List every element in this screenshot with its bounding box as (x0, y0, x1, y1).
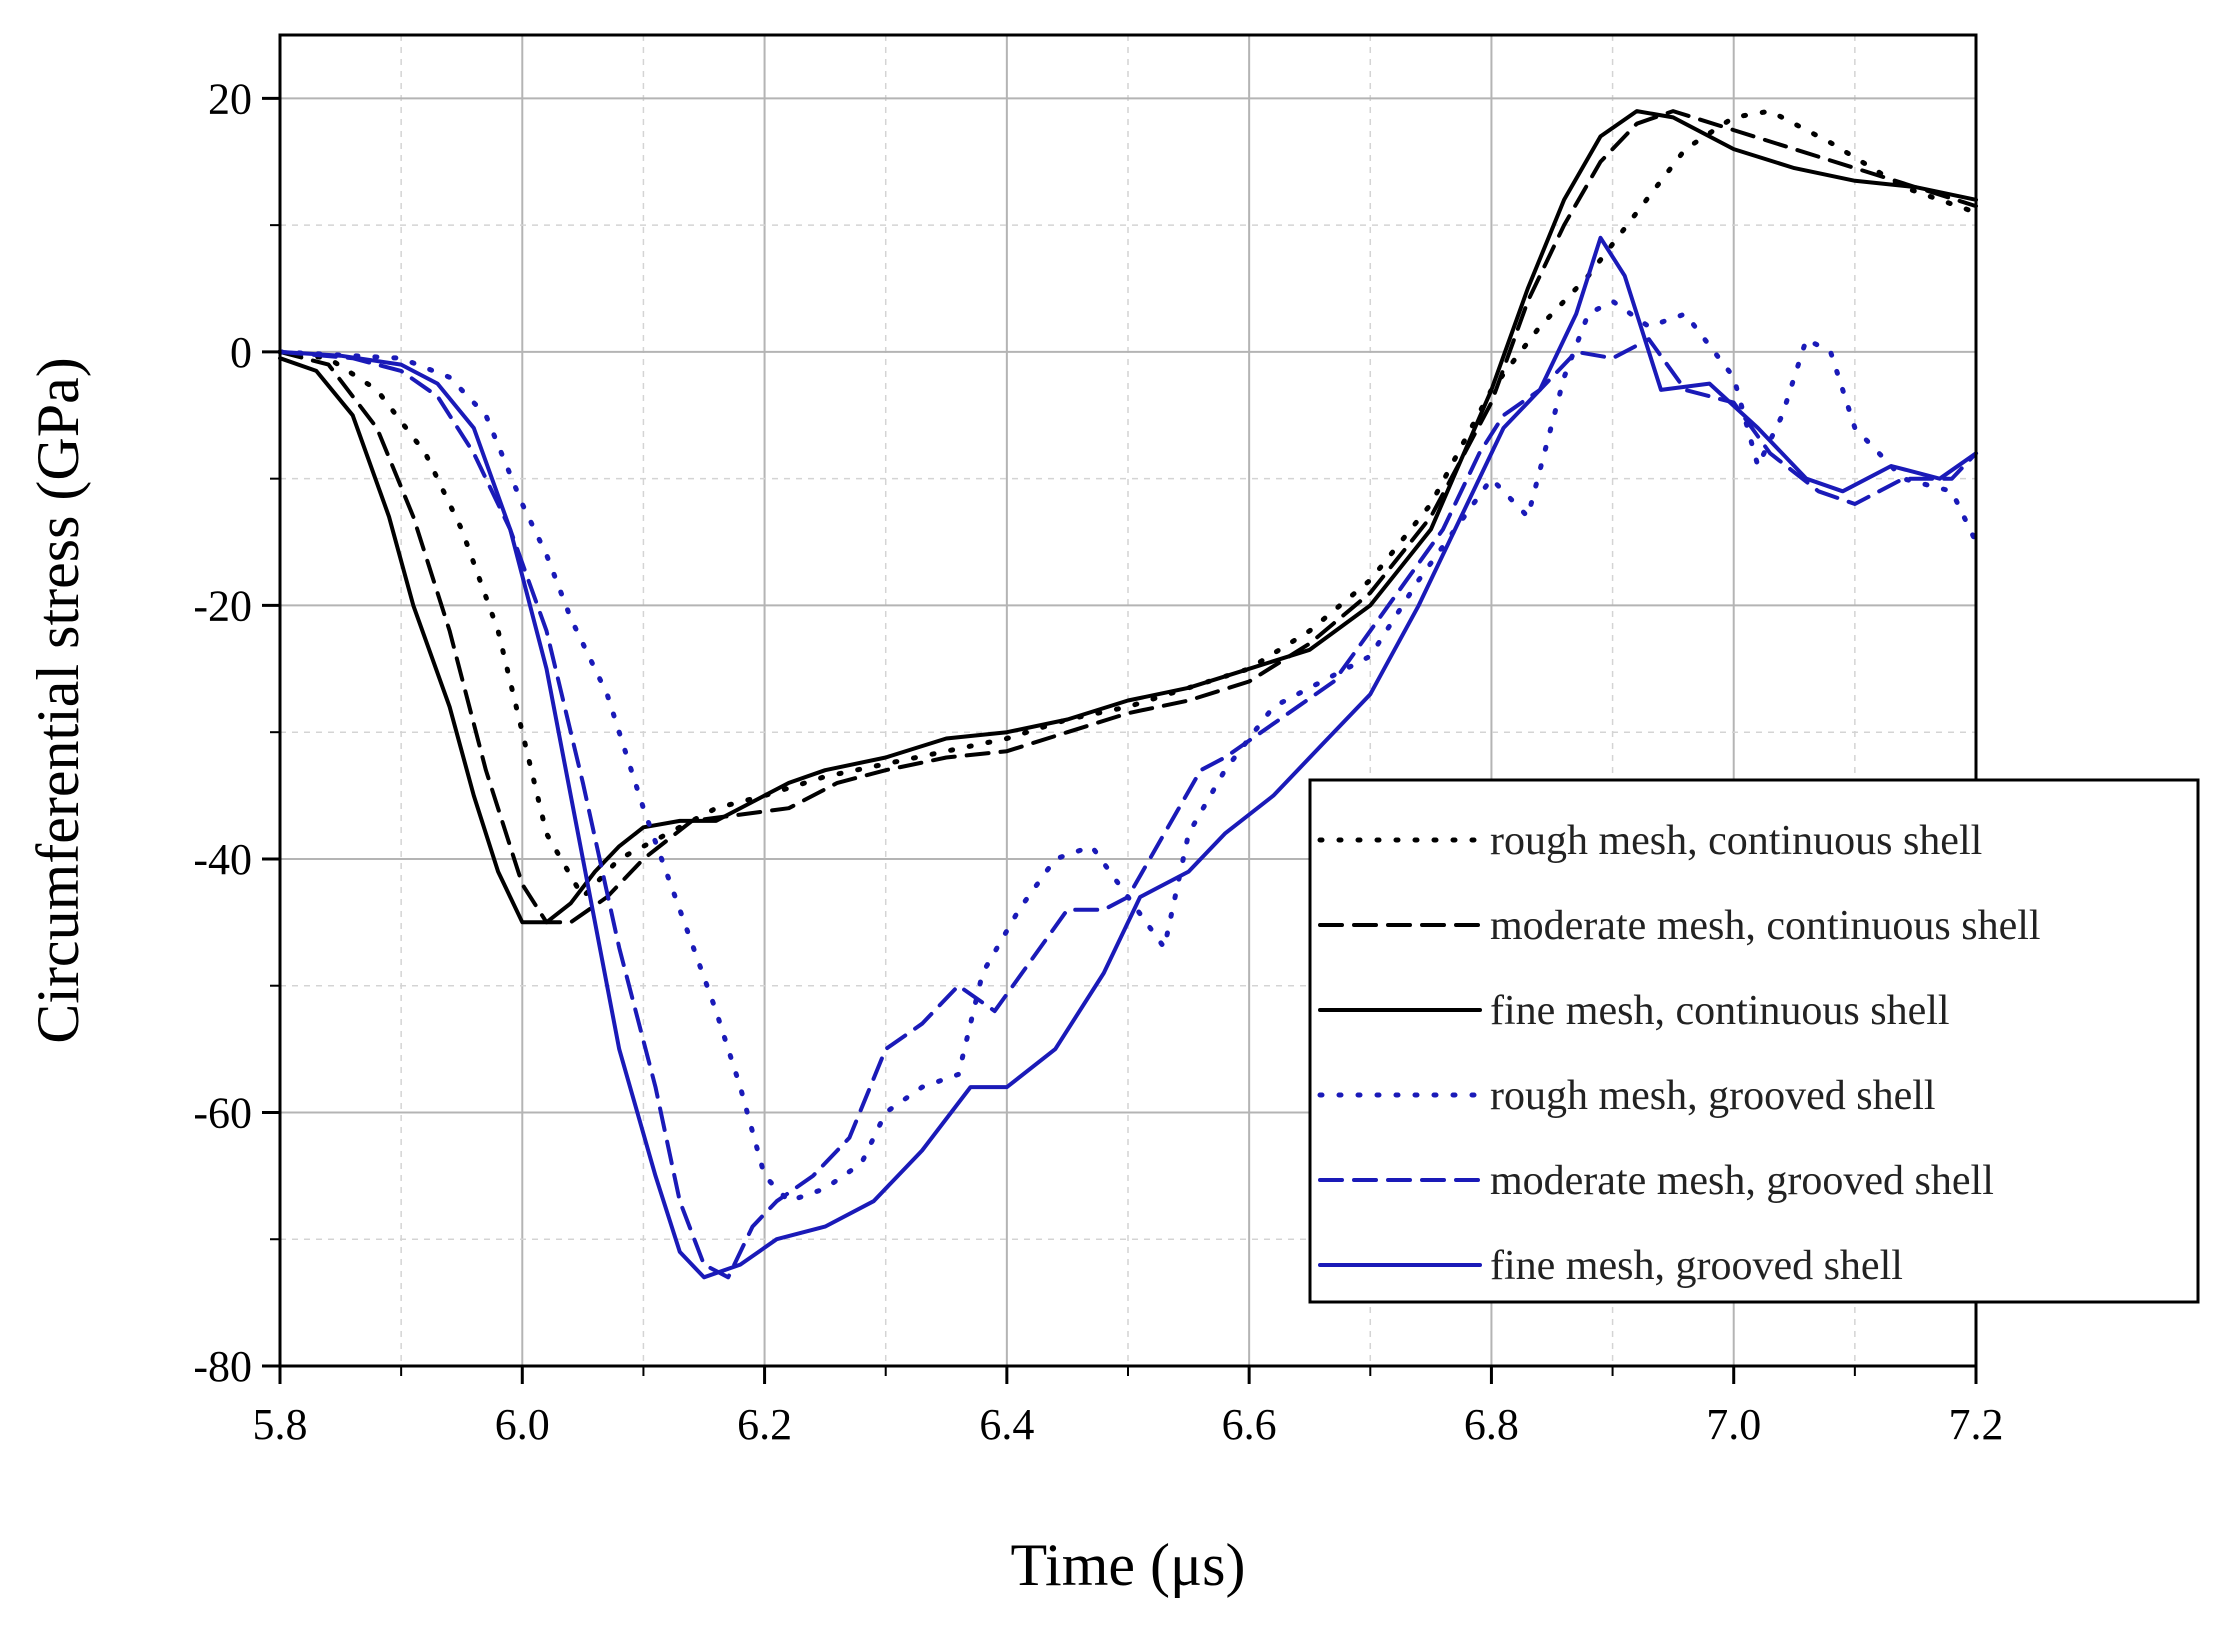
x-tick-label: 7.2 (1949, 1400, 2004, 1449)
series-line-6 (278, 235, 1978, 1280)
series-line-3 (278, 109, 1978, 925)
legend-label-6: fine mesh, grooved shell (1490, 1243, 1903, 1289)
axis-ticks: 5.8 6.0 6.2 6.4 6.6 6.8 7.0 7.2 -80 -60 -40 -20 0 20 (193, 74, 2003, 1449)
y-tick-label: 20 (208, 74, 252, 123)
x-tick-label: 5.8 (253, 1400, 308, 1449)
legend-label-5: moderate mesh, grooved shell (1490, 1158, 1994, 1204)
x-axis-title: Time (μs) (1011, 1532, 1246, 1598)
x-tick-label: 6.2 (737, 1400, 792, 1449)
y-axis-title: Circumferential stress (GPa) (25, 357, 91, 1043)
x-tick-label: 6.8 (1464, 1400, 1519, 1449)
y-tick-label: -20 (193, 581, 252, 630)
legend-label-3: fine mesh, continuous shell (1490, 988, 1950, 1034)
x-tick-label: 6.6 (1222, 1400, 1277, 1449)
legend-label-4: rough mesh, grooved shell (1490, 1073, 1936, 1119)
x-tick-label: 6.4 (979, 1400, 1034, 1449)
x-tick-label: 6.0 (495, 1400, 550, 1449)
legend-box (1308, 778, 2200, 1304)
series-line-2 (278, 109, 1978, 925)
y-tick-label: -60 (193, 1088, 252, 1137)
legend: rough mesh, continuous shell moderate mes… (1308, 778, 2200, 1304)
legend-label-1: rough mesh, continuous shell (1490, 818, 1982, 864)
y-tick-label: 0 (230, 328, 252, 377)
x-tick-label: 7.0 (1706, 1400, 1761, 1449)
y-tick-label: -80 (193, 1342, 252, 1391)
data-series (277, 108, 1979, 1280)
y-tick-label: -40 (193, 835, 252, 884)
legend-label-2: moderate mesh, continuous shell (1490, 903, 2041, 949)
series-line-5 (278, 337, 1978, 1280)
series-line-4 (277, 298, 1979, 1204)
